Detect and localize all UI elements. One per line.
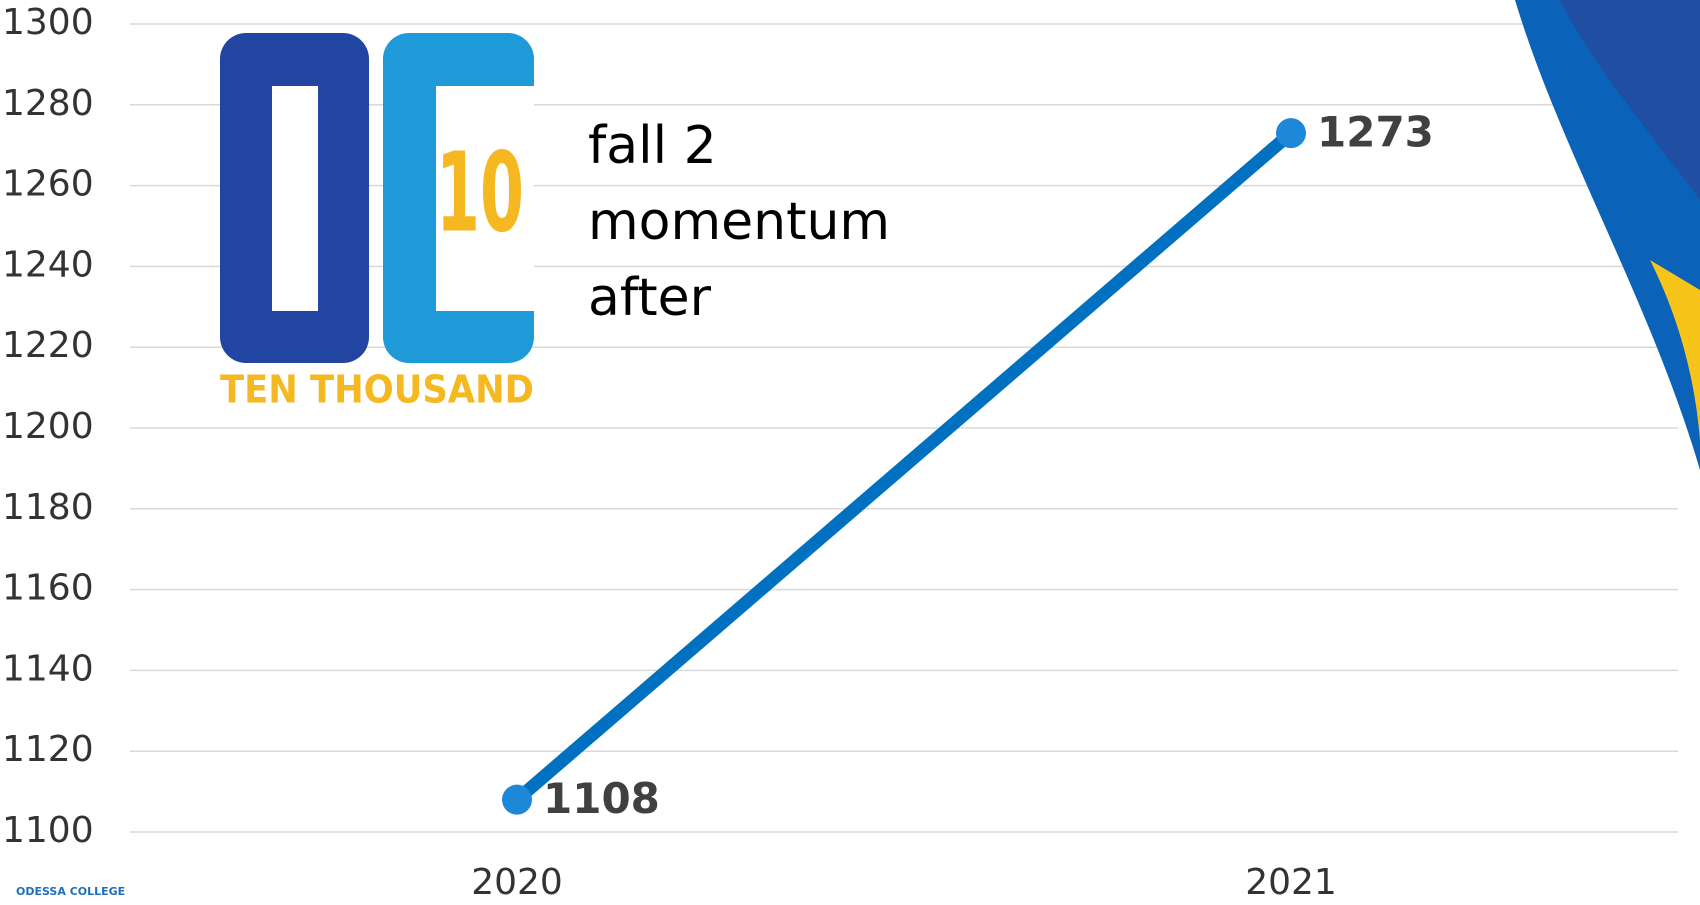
y-tick-label: 1160 — [2, 568, 94, 609]
y-tick-label: 1300 — [2, 2, 94, 43]
y-tick-label: 1240 — [2, 244, 94, 285]
logo-number: 10 — [436, 128, 524, 256]
logo: 10 TEN THOUSAND ODESSA COLLEGE — [16, 33, 534, 898]
annotation: fall 2 — [588, 116, 717, 176]
y-tick-label: 1280 — [2, 83, 94, 124]
value-label: 1273 — [1317, 108, 1434, 157]
logo-o-hole — [272, 86, 318, 311]
marker — [1276, 118, 1306, 148]
marker — [502, 785, 532, 815]
y-tick-label: 1180 — [2, 487, 94, 528]
y-tick-label: 1260 — [2, 164, 94, 205]
value-label: 1108 — [543, 774, 660, 823]
y-tick-label: 1220 — [2, 325, 94, 366]
chart: 10 TEN THOUSAND ODESSA COLLEGE 110011201… — [0, 0, 1700, 905]
y-tick-label: 1200 — [2, 406, 94, 447]
y-tick-label: 1100 — [2, 810, 94, 851]
x-tick-label: 2021 — [1245, 862, 1337, 903]
y-tick-label: 1120 — [2, 729, 94, 770]
logo-caption: TEN THOUSAND — [220, 368, 534, 412]
footer-logo: ODESSA COLLEGE — [16, 885, 125, 898]
annotation: after — [588, 268, 712, 328]
annotation: momentum — [588, 192, 890, 252]
y-tick-label: 1140 — [2, 648, 94, 689]
x-tick-label: 2020 — [471, 862, 563, 903]
